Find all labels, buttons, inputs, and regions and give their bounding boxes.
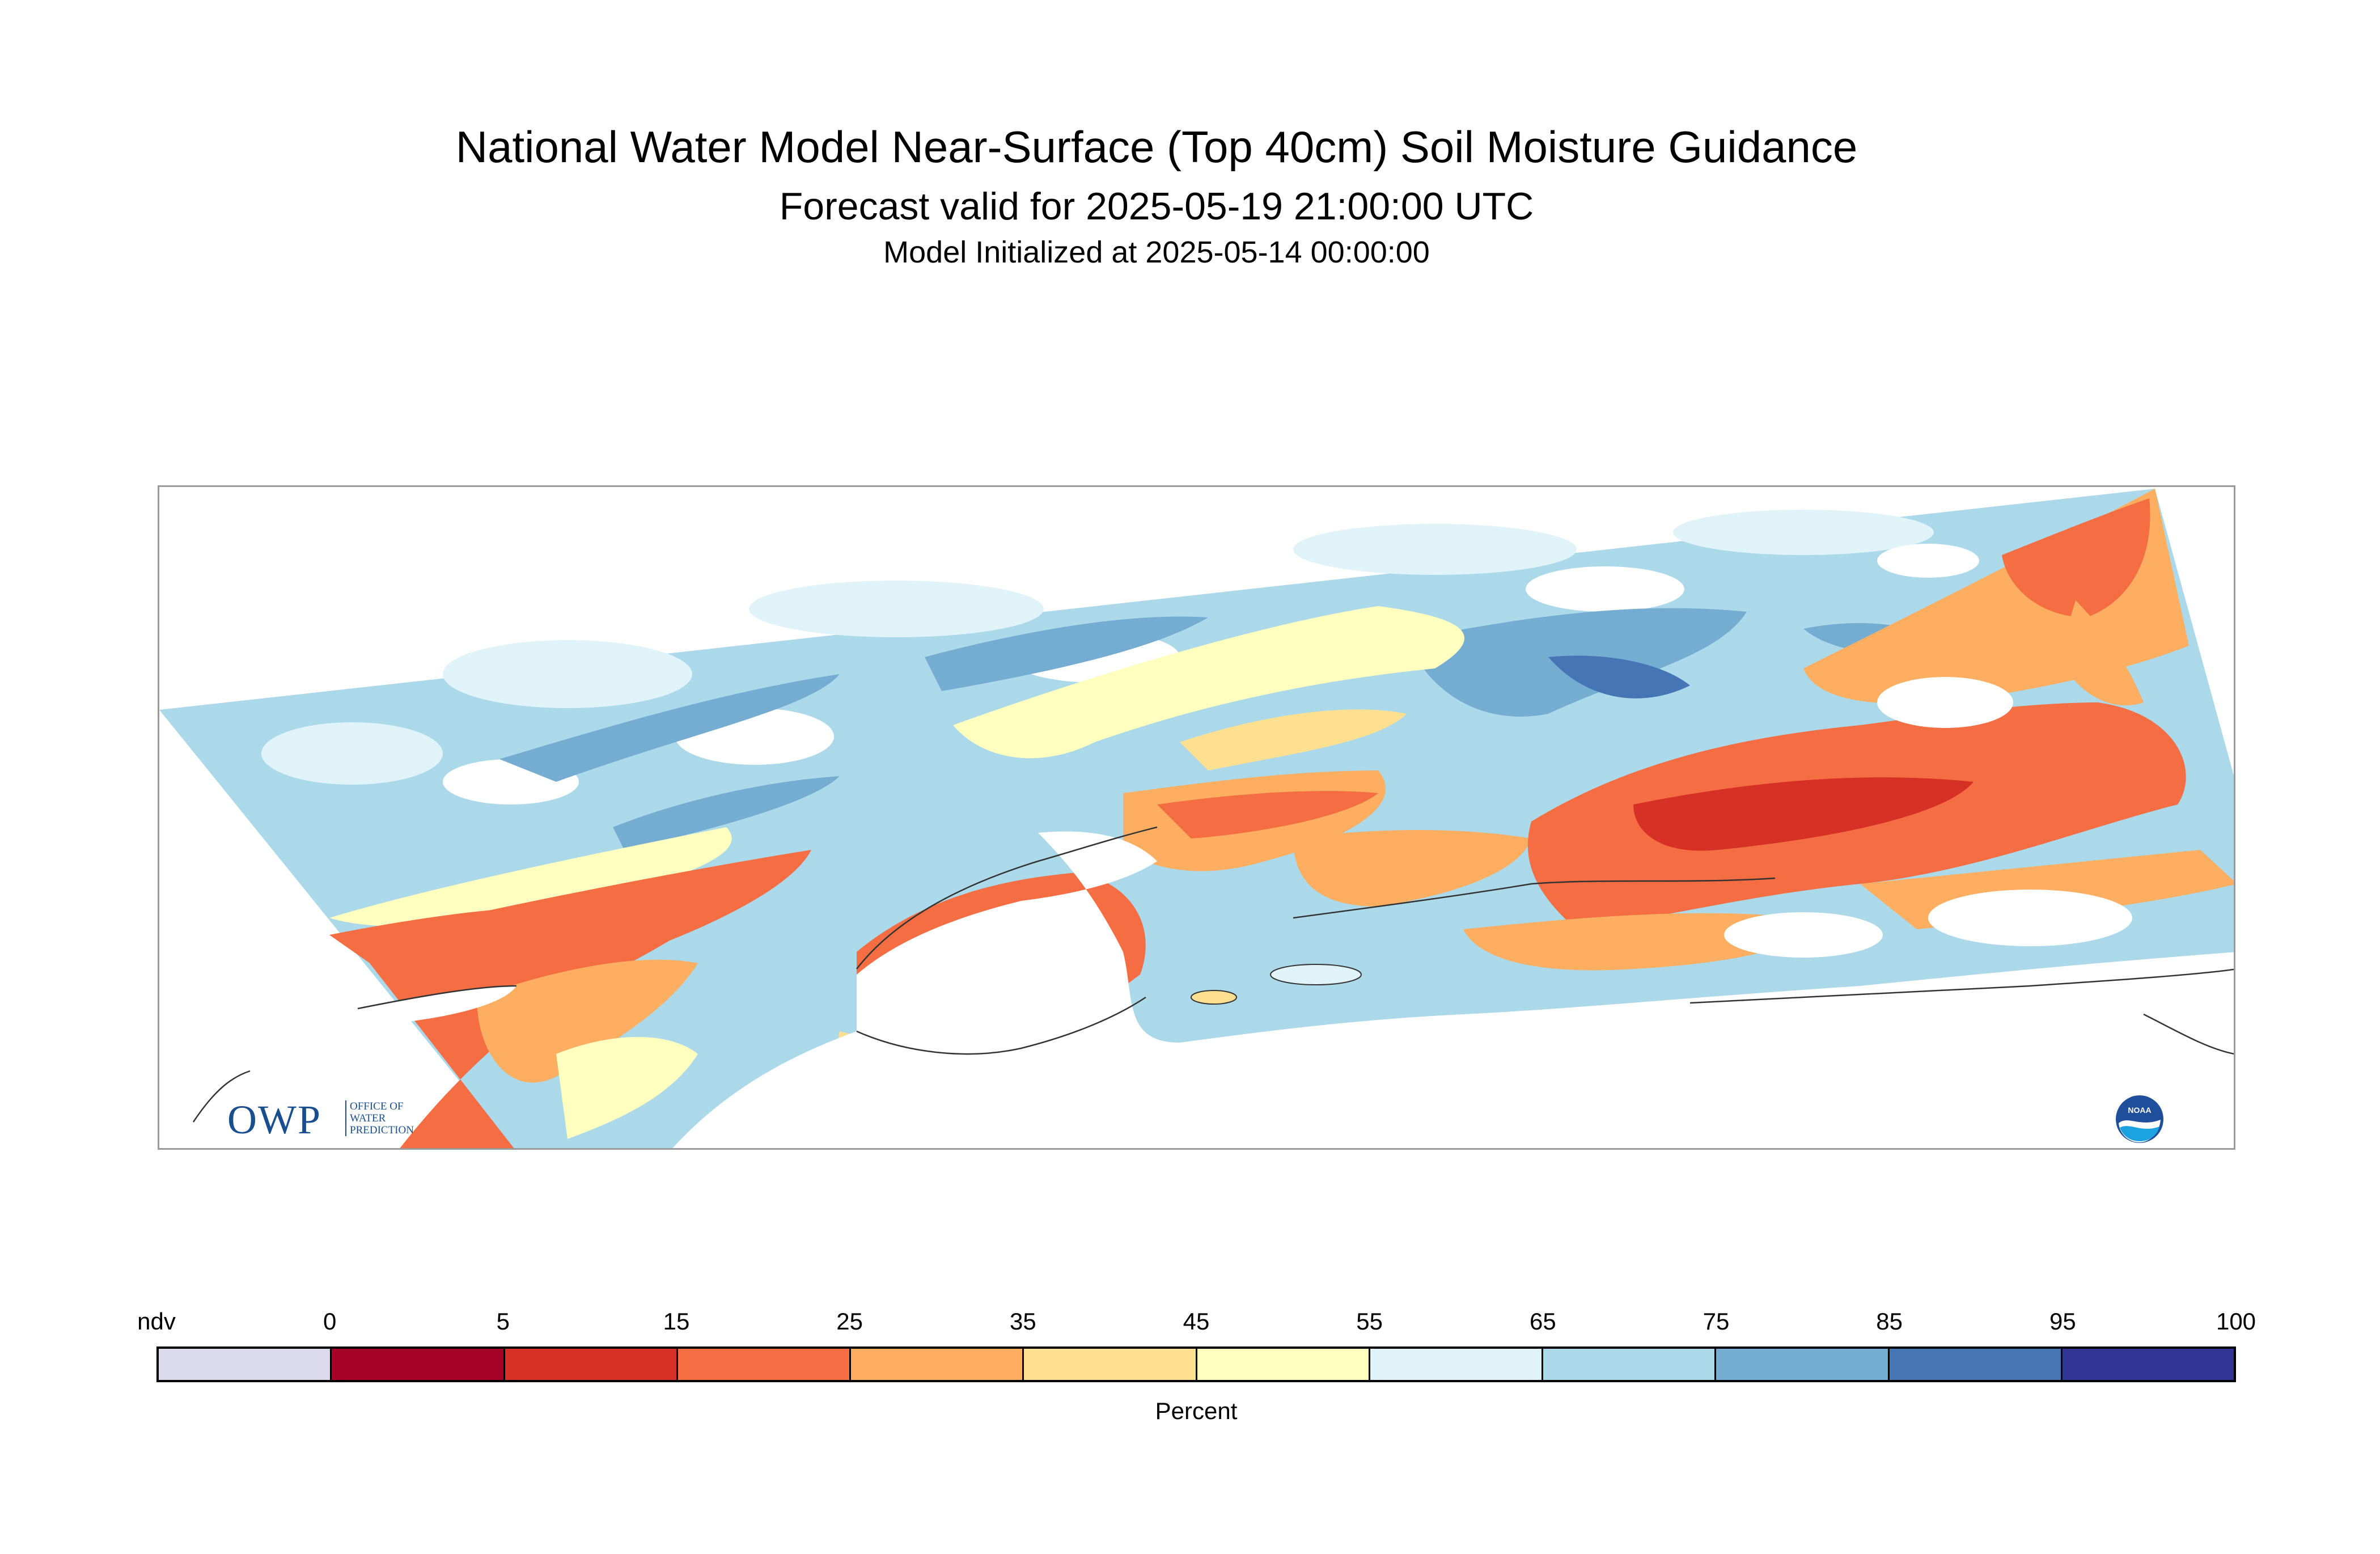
ocean-areas	[358, 831, 2234, 1148]
owp-logo-letters: OWP	[227, 1097, 321, 1142]
colorbar-tick-label: 95	[2049, 1308, 2076, 1335]
owp-line-1: OFFICE OF	[350, 1100, 404, 1112]
colorbar-tick-label: ndv	[137, 1308, 176, 1335]
colorbar-bin-15-25	[677, 1349, 851, 1380]
colorbar-bin-55-65	[1370, 1349, 1543, 1380]
colorbar-bin-75-85	[1716, 1349, 1890, 1380]
chugach-strip	[1123, 770, 1531, 907]
colorbar-tick-label: 65	[1529, 1308, 1556, 1335]
owp-logo-subtitle: OFFICE OF WATER PREDICTION	[345, 1100, 414, 1136]
colorbar-bin-5-15	[505, 1349, 678, 1380]
colorbar-bin-65-75	[1543, 1349, 1717, 1380]
yellow-band	[329, 606, 1465, 926]
model-init-subtitle: Model Initialized at 2025-05-14 00:00:00	[883, 235, 1430, 269]
colorbar-tick-label: 75	[1703, 1308, 1730, 1335]
eastern-dry	[1463, 489, 2234, 971]
forecast-valid-subtitle: Forecast valid for 2025-05-19 21:00:00 U…	[779, 185, 1534, 228]
coastlines	[192, 826, 2234, 1123]
colorbar-bin-95-100	[2062, 1349, 2234, 1380]
southwest-dry	[329, 850, 811, 1148]
wet-bands	[499, 608, 1945, 850]
map-title: National Water Model Near-Surface (Top 4…	[455, 122, 1858, 172]
colorbar-bin-45-55	[1197, 1349, 1370, 1380]
noaa-text: NOAA	[2128, 1106, 2151, 1115]
noaa-logo: NOAA	[2116, 1095, 2163, 1143]
colorbar-tick-label: 25	[836, 1308, 863, 1335]
owp-line-3: PREDICTION	[350, 1124, 414, 1136]
colorbar-bin-25-35	[851, 1349, 1024, 1380]
colorbar-bin-ndv	[159, 1349, 332, 1380]
colorbar-tick-label: 5	[496, 1308, 510, 1335]
colorbar-tick-label: 100	[2216, 1308, 2256, 1335]
colorbar-bin-0-5	[332, 1349, 505, 1380]
colorbar-unit-label: Percent	[1155, 1398, 1238, 1424]
owp-logo: OWP OFFICE OF WATER PREDICTION	[227, 1099, 443, 1145]
islands	[1191, 964, 1362, 1005]
soil-moisture-map: OWP OFFICE OF WATER PREDICTION NOAA	[158, 485, 2235, 1150]
colorbar-tick-label: 35	[1009, 1308, 1036, 1335]
colorbar-bin-35-45	[1024, 1349, 1197, 1380]
colorbar-tick-labels: ndv 0 5 15 25 35 45 55 65 75 85 95 100	[0, 1304, 2380, 1338]
colorbar-bin-85-95	[1889, 1349, 2063, 1380]
colorbar-tick-label: 45	[1183, 1308, 1210, 1335]
colorbar-tick-label: 55	[1356, 1308, 1383, 1335]
colorbar-tick-label: 15	[663, 1308, 690, 1335]
colorbar	[156, 1346, 2236, 1382]
owp-line-2: WATER	[350, 1112, 386, 1124]
colorbar-tick-label: 0	[323, 1308, 337, 1335]
colorbar-tick-label: 85	[1876, 1308, 1903, 1335]
map-canvas	[159, 489, 2234, 1148]
